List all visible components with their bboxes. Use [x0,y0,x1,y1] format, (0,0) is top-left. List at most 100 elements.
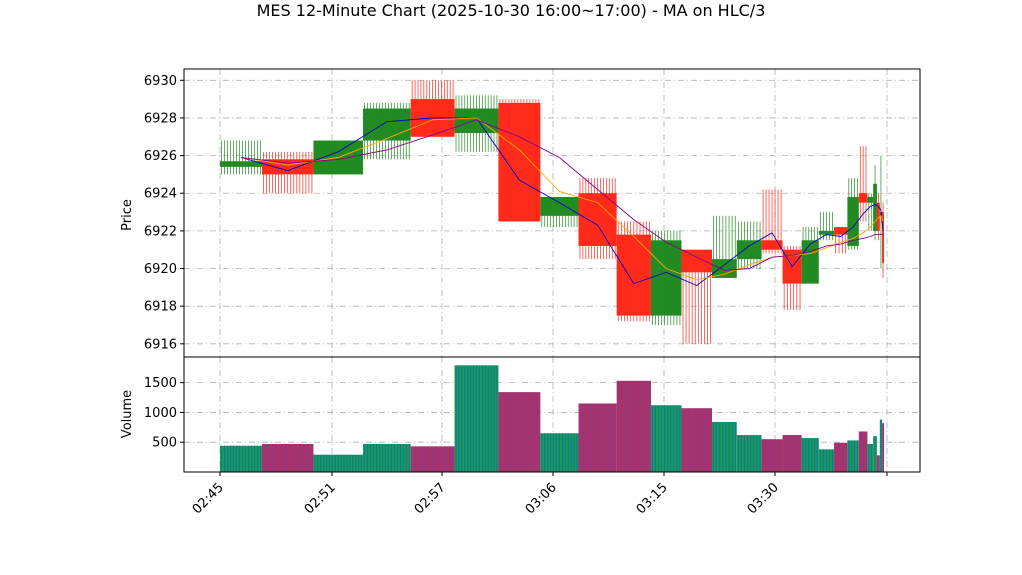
volume-bar [876,455,880,472]
price-panel: 6916 6918 6920 6922 6924 6926 6928 6930 Price [120,68,921,358]
candle [498,99,541,222]
candle [736,221,762,269]
volume-bar [873,436,877,472]
candle-body [801,240,819,284]
price-y-ticks: 6916 6918 6920 6922 6924 6926 6928 6930 [144,74,184,352]
volume-bar [650,405,682,472]
candle [867,193,874,231]
volume-bar-fill [363,443,411,472]
volume-bar [540,433,579,472]
volume-bar [578,403,617,472]
volume-bar [858,431,868,472]
volume-bar [782,435,802,472]
volume-bar [454,365,499,472]
candle-body [220,161,262,167]
candle-body [498,102,541,222]
ma-line [240,117,884,287]
volume-bar [363,443,411,472]
volume-bar [879,419,883,472]
volume-bar [313,454,364,472]
candle-body [834,227,848,235]
price-tick-label: 6922 [144,224,177,239]
volume-panel: 500 1000 1500 Volume [120,356,921,473]
volume-bar [818,449,835,472]
volume-bar-fill [711,421,737,472]
volume-bar-fill [681,408,712,472]
volume-tick-label: 1000 [144,406,177,421]
volume-bar-fill [847,440,859,472]
price-tick-label: 6926 [144,149,177,164]
chart-title: MES 12-Minute Chart (2025-10-30 16:00~17… [257,1,766,20]
volume-bars [220,365,884,472]
volume-axes-frame [183,356,921,473]
candle [858,146,868,222]
candle [540,197,579,228]
volume-bar-fill [498,392,541,472]
candle [650,230,682,325]
candle [801,227,819,284]
candle [711,215,737,278]
volume-bar [867,443,874,472]
x-tick-label: 02:45 [190,480,227,517]
candle-body [650,240,682,316]
volume-bar-fill [834,442,848,472]
price-ylabel: Price [120,199,135,231]
volume-ylabel: Volume [120,390,135,438]
price-tick-label: 6930 [144,74,177,89]
volume-tick-label: 500 [152,436,177,451]
candle [876,193,880,241]
candle [882,202,884,278]
volume-bar-fill [736,435,762,472]
volume-bar [616,380,651,472]
volume-bar [261,443,314,472]
x-tick-label: 03:15 [634,480,671,517]
volume-bar-fill [650,405,682,472]
candle-body [867,197,874,203]
x-tick-label: 03:06 [523,480,560,517]
volume-bar [736,435,762,472]
volume-bar [681,408,712,472]
price-tick-label: 6924 [144,187,177,202]
volume-bar [882,423,884,472]
candle-body [736,240,762,260]
candle-body [711,259,737,278]
candle [761,189,783,254]
ma-lines [240,117,884,287]
volume-bar [847,440,859,472]
candle [847,178,859,250]
candle [681,249,712,344]
volume-tick-label: 1500 [144,376,177,391]
volume-bar [761,439,783,472]
candle [616,221,651,322]
x-tick-label: 02:51 [302,480,339,517]
candle-body [847,197,859,246]
price-tick-label: 6928 [144,111,177,126]
candle [410,80,455,137]
volume-bar [498,392,541,472]
candle [261,151,314,194]
candle [818,212,835,241]
volume-y-ticks: 500 1000 1500 [144,376,184,451]
volume-bar [220,445,262,472]
volume-bar [801,438,819,472]
price-tick-label: 6920 [144,262,177,277]
candle [454,95,499,152]
price-tick-label: 6918 [144,300,177,315]
price-tick-label: 6916 [144,337,177,352]
x-axis-ticks: 02:45 02:51 02:57 03:06 03:15 03:30 [190,472,888,517]
candles [220,80,884,344]
ma-line [240,119,883,271]
volume-bar [834,442,848,472]
volume-bar-fill [220,445,262,472]
candle-body [363,108,411,141]
candle [363,102,411,160]
volume-bar-fill [867,443,874,472]
candle [873,165,877,241]
volume-bar-fill [782,435,802,472]
volume-bar-fill [801,438,819,472]
volume-bar [711,421,737,472]
candle [220,140,262,175]
x-tick-label: 03:30 [745,480,782,517]
volume-bar [410,446,455,472]
